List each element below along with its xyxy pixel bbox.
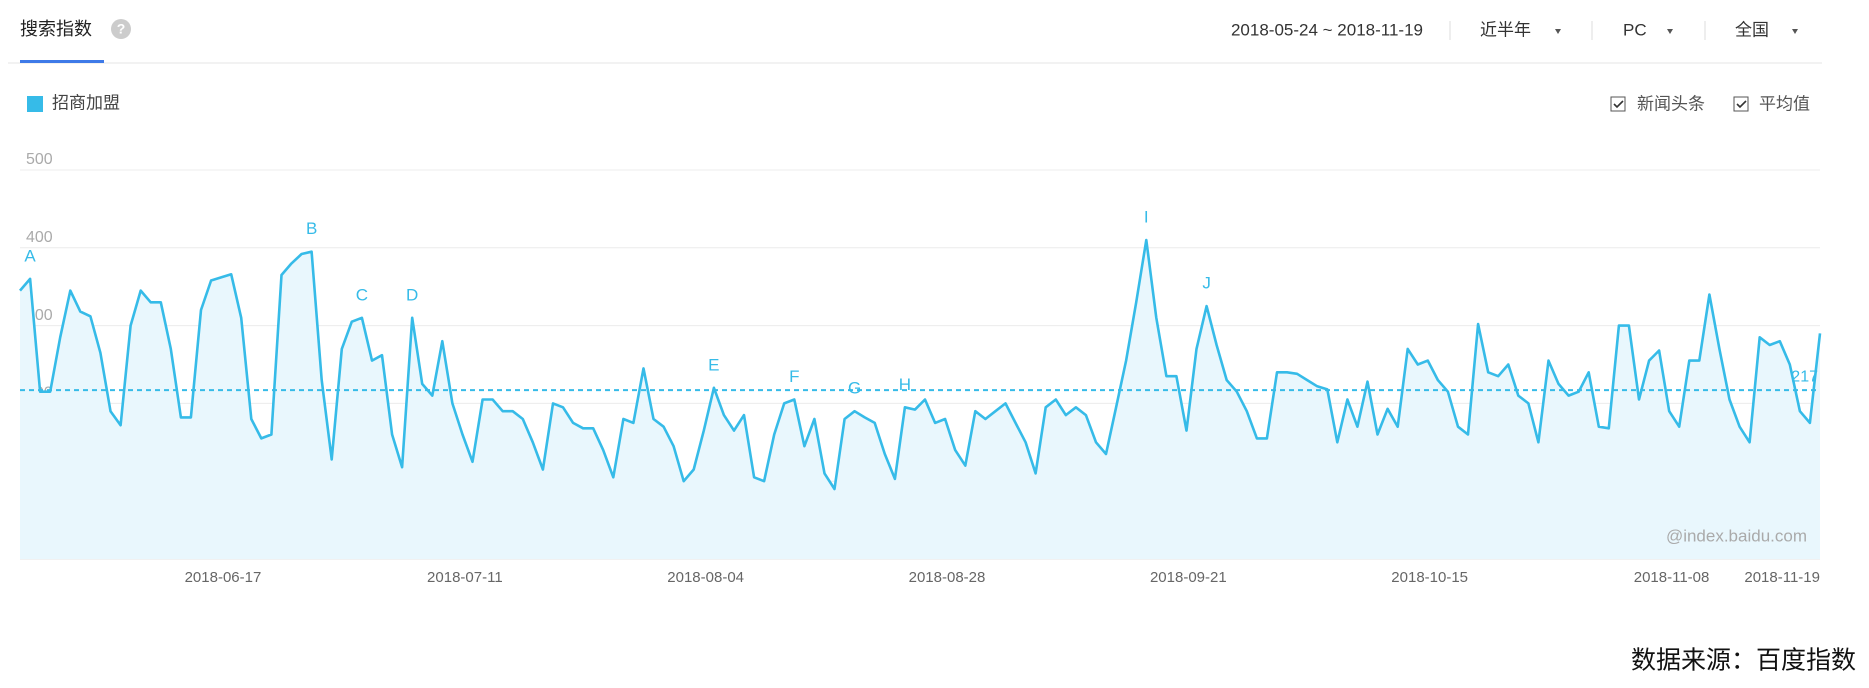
x-tick-label: 2018-07-11 xyxy=(427,569,503,586)
y-tick-label: 500 xyxy=(26,151,53,168)
checkbox[interactable] xyxy=(1733,96,1749,112)
x-tick-label: 2018-09-21 xyxy=(1150,569,1227,586)
dropdown-arrow xyxy=(1555,29,1561,34)
x-tick-label: 2018-10-15 xyxy=(1391,569,1468,586)
x-tick-label: 2018-06-17 xyxy=(185,569,262,586)
region-select[interactable]: 全国 xyxy=(1735,20,1769,39)
annotation: F xyxy=(789,367,799,386)
legend-swatch xyxy=(27,96,43,112)
annotation: A xyxy=(24,246,36,265)
device-select[interactable]: PC xyxy=(1623,20,1647,39)
series-line xyxy=(19,238,1822,491)
annotation: H xyxy=(899,375,911,394)
dropdown-arrow xyxy=(1792,29,1798,34)
period-select[interactable]: 近半年 xyxy=(1480,20,1531,39)
annotation: I xyxy=(1144,208,1149,227)
annotation: G xyxy=(848,379,861,398)
date-range[interactable]: 2018-05-24 ~ 2018-11-19 xyxy=(1231,20,1423,39)
x-tick-label: 2018-08-04 xyxy=(667,569,744,586)
checkbox[interactable] xyxy=(1610,96,1626,112)
area-fill xyxy=(20,240,1820,559)
checkmark xyxy=(1736,100,1747,109)
help-icon[interactable] xyxy=(111,19,131,39)
plot: 1002003004005002172018-06-172018-07-1120… xyxy=(19,151,1822,586)
annotation: J xyxy=(1202,274,1211,293)
legend-label[interactable]: 招商加盟 xyxy=(52,93,120,112)
tab-title[interactable]: 搜索指数 xyxy=(20,19,92,39)
x-tick-label: 2018-08-28 xyxy=(909,569,986,586)
tab-underline xyxy=(20,60,104,63)
dropdown-arrow xyxy=(1667,29,1673,34)
news-option[interactable]: 新闻头条 xyxy=(1637,94,1705,113)
annotation: E xyxy=(708,355,719,374)
help-text: ? xyxy=(117,21,126,37)
y-tick-label: 400 xyxy=(26,229,53,246)
watermark: @index.baidu.com xyxy=(1666,526,1807,545)
source-note: 数据来源：百度指数 xyxy=(1631,647,1856,675)
annotation: C xyxy=(356,285,368,304)
annotation: D xyxy=(406,285,418,304)
average-label: 217 xyxy=(1791,368,1818,385)
x-tick-label: 2018-11-19 xyxy=(1744,569,1820,586)
x-tick-label: 2018-11-08 xyxy=(1634,569,1710,586)
average-option[interactable]: 平均值 xyxy=(1759,94,1810,113)
checkmark xyxy=(1613,100,1624,109)
annotation: B xyxy=(306,219,317,238)
